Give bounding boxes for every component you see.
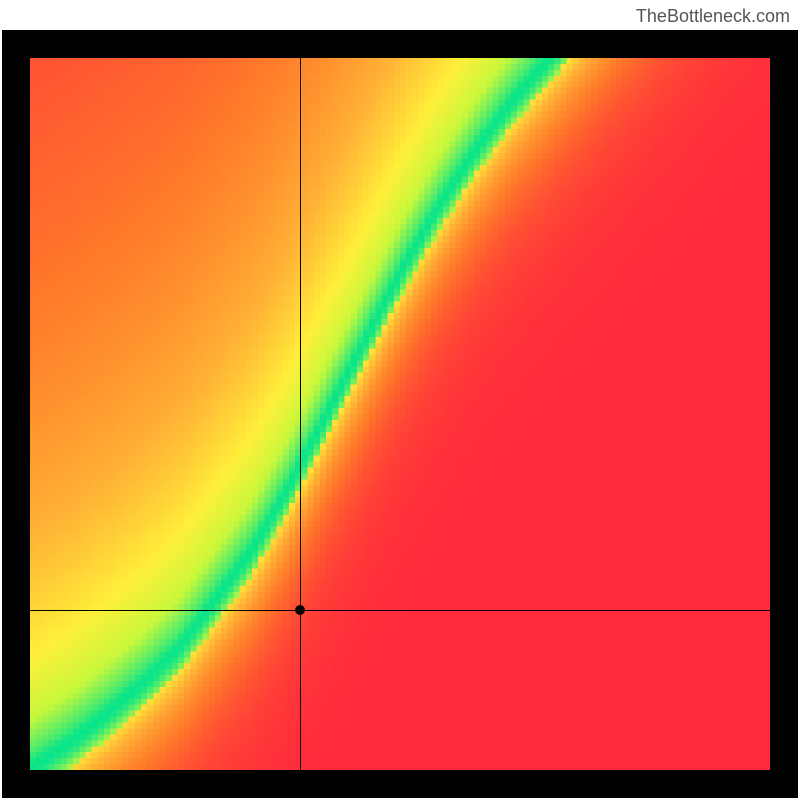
chart-frame [2, 30, 798, 798]
crosshair-horizontal [30, 610, 770, 611]
crosshair-vertical [300, 58, 301, 770]
crosshair-marker-dot [295, 605, 305, 615]
heatmap-canvas [30, 58, 770, 770]
chart-container: TheBottleneck.com [0, 0, 800, 800]
watermark-text: TheBottleneck.com [636, 6, 790, 27]
